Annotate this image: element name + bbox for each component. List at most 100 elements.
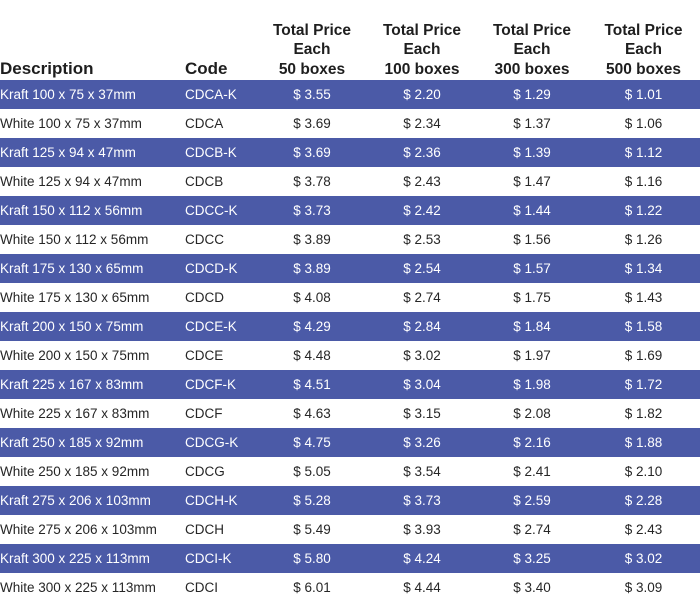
description-cell: White 100 x 75 x 37mm xyxy=(0,116,142,131)
code-cell: CDCG xyxy=(185,464,225,479)
price-cell: $ 1.26 xyxy=(624,232,663,247)
description-cell: Kraft 225 x 167 x 83mm xyxy=(0,377,144,392)
column-header-description: Description xyxy=(0,59,94,79)
price-cell: $ 3.26 xyxy=(403,435,441,450)
price-cell: $ 4.63 xyxy=(293,406,331,421)
table-row: White 200 x 150 x 75mm CDCE $ 4.48 $ 3.0… xyxy=(0,341,700,370)
description-cell: Kraft 275 x 206 x 103mm xyxy=(0,493,151,508)
price-cell: $ 1.06 xyxy=(624,116,663,131)
price-cell: $ 2.74 xyxy=(403,290,441,305)
code-cell: CDCD-K xyxy=(185,261,238,276)
code-cell: CDCH-K xyxy=(185,493,238,508)
table-row: Kraft 150 x 112 x 56mm CDCC-K $ 3.73 $ 2… xyxy=(0,196,700,225)
table-row: Kraft 250 x 185 x 92mm CDCG-K $ 4.75 $ 3… xyxy=(0,428,700,457)
table-row: White 275 x 206 x 103mm CDCH $ 5.49 $ 3.… xyxy=(0,515,700,544)
price-cell: $ 3.04 xyxy=(403,377,441,392)
price-cell: $ 1.97 xyxy=(513,348,551,363)
price-cell: $ 1.12 xyxy=(624,145,663,160)
price-cell: $ 1.16 xyxy=(624,174,663,189)
table-row: Kraft 175 x 130 x 65mm CDCD-K $ 3.89 $ 2… xyxy=(0,254,700,283)
price-cell: $ 4.24 xyxy=(403,551,441,566)
price-cell: $ 2.41 xyxy=(513,464,551,479)
code-cell: CDCG-K xyxy=(185,435,239,450)
price-cell: $ 1.22 xyxy=(624,203,663,218)
price-cell: $ 4.29 xyxy=(293,319,331,334)
code-cell: CDCA xyxy=(185,116,224,131)
price-cell: $ 2.08 xyxy=(513,406,551,421)
price-cell: $ 2.16 xyxy=(513,435,551,450)
column-header-price-50-boxes: Total Price Each 50 boxes xyxy=(272,21,352,79)
price-cell: $ 1.88 xyxy=(624,435,663,450)
price-cell: $ 2.53 xyxy=(403,232,441,247)
price-cell: $ 1.01 xyxy=(624,87,663,102)
price-cell: $ 1.58 xyxy=(624,319,663,334)
price-cell: $ 2.43 xyxy=(624,522,663,537)
price-cell: $ 1.34 xyxy=(624,261,663,276)
code-cell: CDCH xyxy=(185,522,224,537)
code-cell: CDCF-K xyxy=(185,377,236,392)
price-cell: $ 3.73 xyxy=(293,203,331,218)
price-cell: $ 3.55 xyxy=(293,87,331,102)
price-cell: $ 5.28 xyxy=(293,493,331,508)
price-cell: $ 3.02 xyxy=(403,348,441,363)
description-cell: Kraft 300 x 225 x 113mm xyxy=(0,551,150,566)
price-cell: $ 3.73 xyxy=(403,493,441,508)
price-cell: $ 1.47 xyxy=(513,174,551,189)
price-cell: $ 2.43 xyxy=(403,174,441,189)
code-cell: CDCA-K xyxy=(185,87,237,102)
description-cell: Kraft 175 x 130 x 65mm xyxy=(0,261,144,276)
code-cell: CDCB-K xyxy=(185,145,237,160)
description-cell: Kraft 100 x 75 x 37mm xyxy=(0,87,136,102)
price-table-body: Kraft 100 x 75 x 37mm CDCA-K $ 3.55 $ 2.… xyxy=(0,80,700,602)
price-cell: $ 3.93 xyxy=(403,522,441,537)
description-cell: Kraft 150 x 112 x 56mm xyxy=(0,203,143,218)
price-cell: $ 1.72 xyxy=(624,377,663,392)
price-cell: $ 2.59 xyxy=(513,493,551,508)
table-row: White 100 x 75 x 37mm CDCA $ 3.69 $ 2.34… xyxy=(0,109,700,138)
table-row: White 150 x 112 x 56mm CDCC $ 3.89 $ 2.5… xyxy=(0,225,700,254)
price-cell: $ 1.43 xyxy=(624,290,663,305)
price-cell: $ 2.74 xyxy=(513,522,551,537)
price-cell: $ 2.10 xyxy=(624,464,663,479)
price-cell: $ 1.69 xyxy=(624,348,663,363)
table-row: White 175 x 130 x 65mm CDCD $ 4.08 $ 2.7… xyxy=(0,283,700,312)
price-cell: $ 1.29 xyxy=(513,87,551,102)
price-cell: $ 2.20 xyxy=(403,87,441,102)
description-cell: White 275 x 206 x 103mm xyxy=(0,522,157,537)
price-cell: $ 1.75 xyxy=(513,290,551,305)
description-cell: White 125 x 94 x 47mm xyxy=(0,174,142,189)
price-cell: $ 1.44 xyxy=(513,203,551,218)
table-row: Kraft 275 x 206 x 103mm CDCH-K $ 5.28 $ … xyxy=(0,486,700,515)
price-cell: $ 3.15 xyxy=(403,406,441,421)
price-cell: $ 4.48 xyxy=(293,348,331,363)
code-cell: CDCC xyxy=(185,232,224,247)
price-cell: $ 3.89 xyxy=(293,232,331,247)
price-cell: $ 5.49 xyxy=(293,522,331,537)
table-row: White 225 x 167 x 83mm CDCF $ 4.63 $ 3.1… xyxy=(0,399,700,428)
price-cell: $ 3.02 xyxy=(624,551,663,566)
column-header-price-300-boxes: Total Price Each 300 boxes xyxy=(492,21,572,79)
price-cell: $ 1.56 xyxy=(513,232,551,247)
header-row: Description Code Total Price Each 50 box… xyxy=(0,0,700,80)
price-cell: $ 3.40 xyxy=(513,580,551,595)
code-cell: CDCC-K xyxy=(185,203,238,218)
price-cell: $ 3.69 xyxy=(293,145,331,160)
description-cell: White 250 x 185 x 92mm xyxy=(0,464,150,479)
price-cell: $ 3.78 xyxy=(293,174,331,189)
table-row: Kraft 125 x 94 x 47mm CDCB-K $ 3.69 $ 2.… xyxy=(0,138,700,167)
price-cell: $ 1.37 xyxy=(513,116,551,131)
table-row: Kraft 100 x 75 x 37mm CDCA-K $ 3.55 $ 2.… xyxy=(0,80,700,109)
table-row: White 250 x 185 x 92mm CDCG $ 5.05 $ 3.5… xyxy=(0,457,700,486)
price-cell: $ 3.89 xyxy=(293,261,331,276)
price-cell: $ 3.69 xyxy=(293,116,331,131)
price-cell: $ 1.57 xyxy=(513,261,551,276)
price-cell: $ 4.51 xyxy=(293,377,331,392)
code-cell: CDCE-K xyxy=(185,319,237,334)
price-cell: $ 1.84 xyxy=(513,319,551,334)
description-cell: Kraft 250 x 185 x 92mm xyxy=(0,435,144,450)
code-cell: CDCD xyxy=(185,290,224,305)
price-cell: $ 3.54 xyxy=(403,464,441,479)
price-cell: $ 6.01 xyxy=(293,580,331,595)
column-header-price-100-boxes: Total Price Each 100 boxes xyxy=(382,21,462,79)
